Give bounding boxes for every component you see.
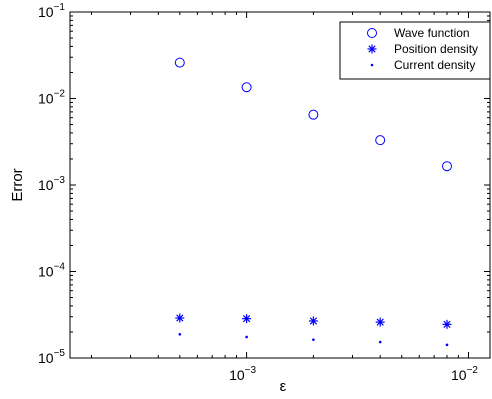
position-density-point [175,313,185,323]
y-tick-label: 10−1 [38,2,65,20]
current-density-point [312,338,315,341]
y-tick-label: 10−5 [38,348,65,366]
position-density-point [308,316,318,326]
position-density-point [375,317,385,327]
wave-function-point [174,57,185,68]
legend-box [339,21,491,80]
tick-labels: 10−5 10−4 10−3 10−2 10−1 10−3 10−2 [38,2,478,383]
position-density-point [442,319,452,329]
x-tick-label: 10−3 [229,365,256,383]
y-tick-label: 10−4 [38,262,65,280]
legend-items: Wave function Position density Current den… [367,26,478,72]
legend-marker-wave-function [367,28,377,38]
tick-marks [70,11,490,359]
current-density-point [178,332,182,336]
position-density-point [242,314,252,324]
y-tick-label: 10−3 [38,175,65,193]
current-density-point [445,343,449,347]
x-tick-label: 10−2 [451,365,478,383]
legend-marker-position-density [367,44,377,54]
legend-label-current-density: Current density [394,58,475,72]
legend-label-wave-function: Wave function [394,26,470,40]
x-axis-label: ε [280,378,287,395]
legend-marker-current-density [370,63,374,67]
wave-function-point [241,82,252,93]
data-points [174,57,452,347]
y-axis-label: Error [9,168,26,201]
wave-function-point [441,161,452,172]
current-density-point [378,340,382,344]
wave-function-point [308,109,319,120]
current-density-point [245,335,248,339]
legend: Wave function Position density Current den… [339,21,491,80]
y-tick-label: 10−2 [38,89,65,107]
wave-function-point [375,135,386,146]
legend-label-position-density: Position density [394,42,478,56]
